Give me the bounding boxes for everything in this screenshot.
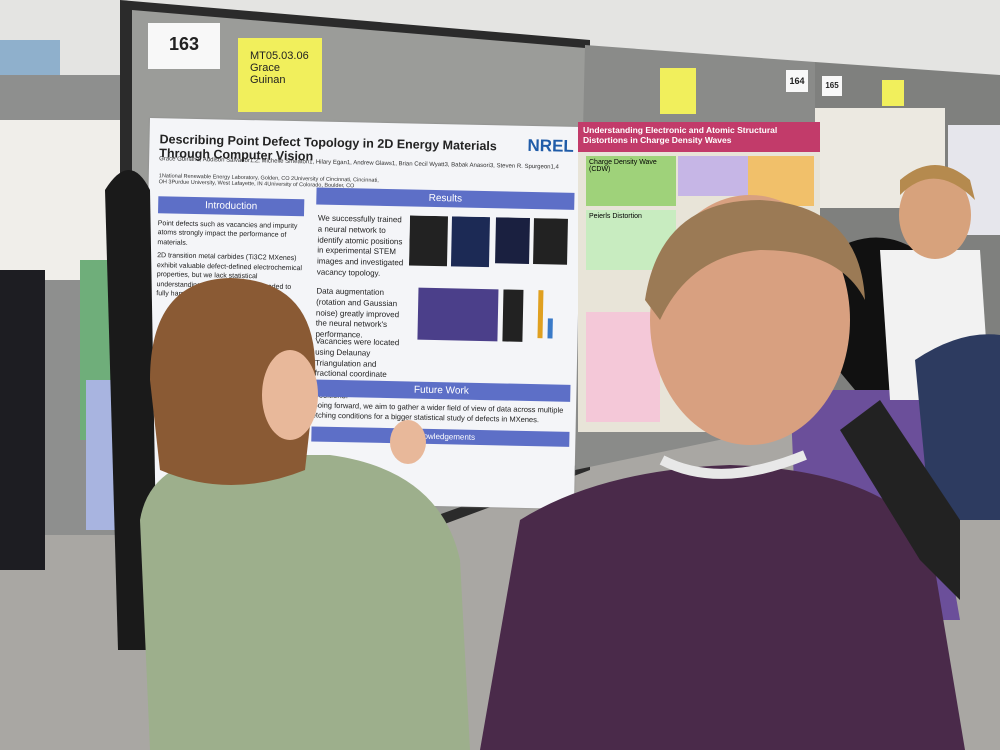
name-card: MT05.03.06 Grace Guinan (238, 38, 322, 112)
name-card-3 (882, 80, 904, 106)
section-heading: Acknowledgements (311, 426, 570, 448)
stem-image (450, 216, 490, 268)
panel (748, 156, 814, 206)
future-text: Going forward, we aim to gather a wider … (311, 400, 564, 425)
vacancy-map (417, 287, 499, 342)
stem-image (495, 217, 530, 264)
board-number: 164 (786, 70, 808, 92)
intro-point: 2D transition metal carbides (Ti3C2 MXen… (156, 252, 303, 300)
histogram-bar (547, 318, 553, 339)
poster-brand: NREL (527, 135, 574, 156)
poster: Describing Point Defect Topology in 2D E… (142, 118, 582, 509)
card-first-name: Grace (250, 62, 280, 74)
right-poster-title: Understanding Electronic and Atomic Stru… (578, 122, 820, 152)
name-card-2 (660, 68, 696, 114)
right-poster: Understanding Electronic and Atomic Stru… (578, 122, 820, 432)
left-poster (0, 120, 132, 280)
right-poster-label: Charge Density Wave (CDW) (586, 156, 676, 206)
results-text: Data augmentation (rotation and Gaussian… (315, 286, 400, 340)
board-number: 163 (148, 23, 220, 69)
board-number: 165 (822, 76, 842, 96)
future-column: Future Work Going forward, we aim to gat… (311, 379, 571, 448)
card-last-name: Guinan (250, 74, 286, 86)
results-column: Results (316, 187, 575, 210)
far-poster (815, 108, 945, 208)
histogram-bar (537, 290, 544, 339)
section-heading: Results (316, 187, 575, 210)
panel (586, 312, 660, 422)
intro-column: Introduction Point defects such as vacan… (156, 196, 305, 302)
window (0, 40, 60, 80)
section-heading: Introduction (158, 196, 305, 217)
stem-image (408, 215, 449, 267)
stem-image (502, 289, 524, 342)
results-figures (408, 215, 568, 342)
right-poster-label: Peierls Distortion (586, 210, 676, 270)
stem-image (533, 218, 568, 265)
results-text: We successfully trained a neural network… (316, 213, 404, 278)
card-code: MT05.03.06 (250, 50, 309, 62)
section-heading: Future Work (312, 379, 571, 402)
far-poster-2 (948, 125, 1000, 235)
intro-point: Point defects such as vacancies and impu… (157, 220, 298, 247)
